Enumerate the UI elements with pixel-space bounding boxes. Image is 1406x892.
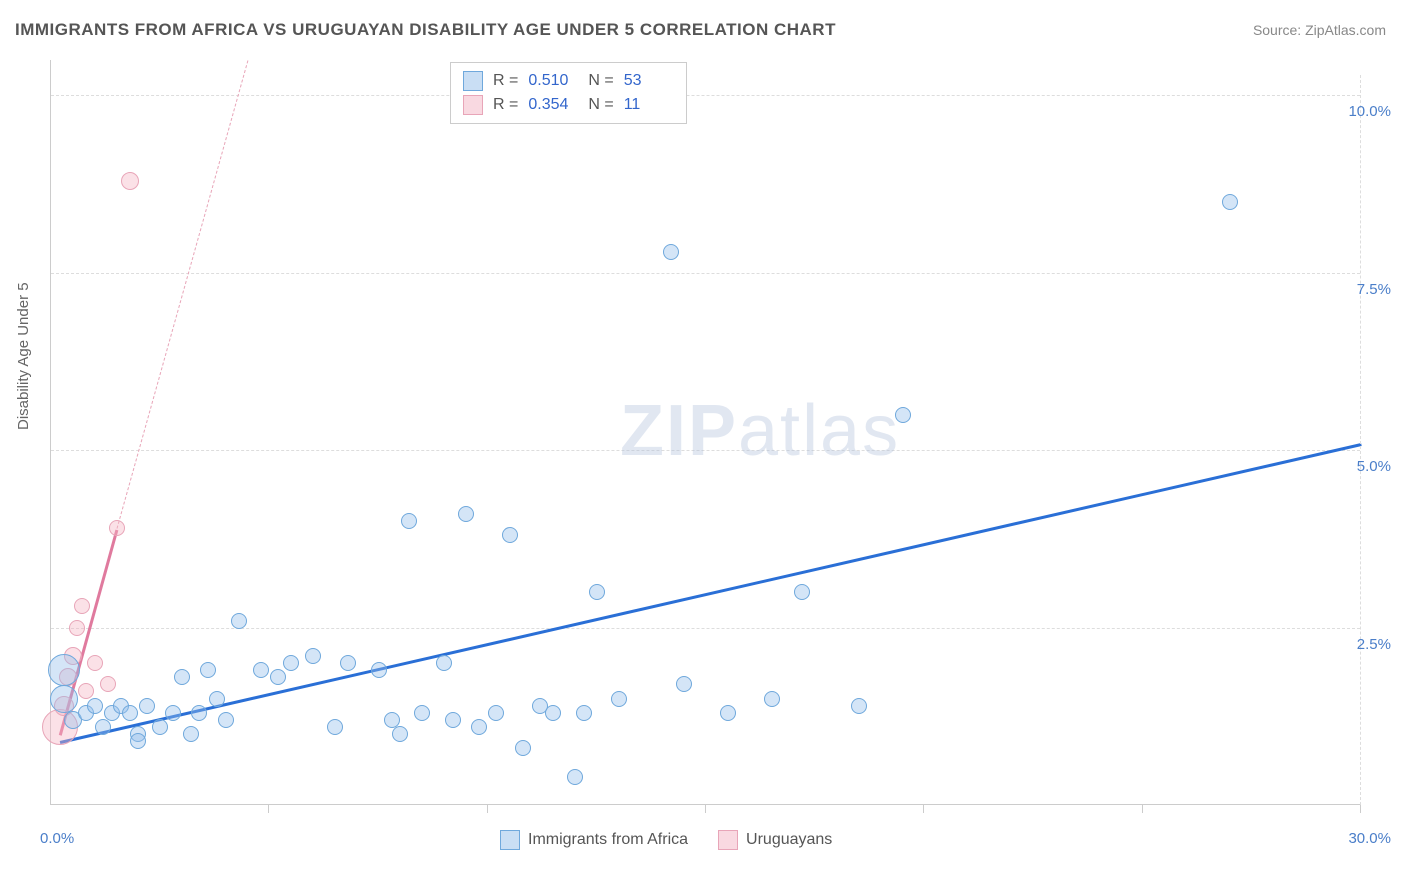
- data-point: [720, 705, 736, 721]
- stats-row: R = 0.510 N = 53: [463, 69, 674, 93]
- data-point: [401, 513, 417, 529]
- data-point: [392, 726, 408, 742]
- gridline: [51, 450, 1360, 451]
- data-point: [436, 655, 452, 671]
- data-point: [95, 719, 111, 735]
- x-tick: [1142, 805, 1143, 813]
- data-point: [87, 655, 103, 671]
- data-point: [191, 705, 207, 721]
- data-point: [78, 683, 94, 699]
- data-point: [283, 655, 299, 671]
- gridline: [51, 628, 1360, 629]
- data-point: [174, 669, 190, 685]
- right-border: [1360, 75, 1361, 805]
- r-value: 0.510: [528, 72, 578, 90]
- data-point: [327, 719, 343, 735]
- legend-label: Immigrants from Africa: [528, 831, 688, 849]
- data-point: [663, 244, 679, 260]
- trend-line: [116, 60, 248, 529]
- chart-title: IMMIGRANTS FROM AFRICA VS URUGUAYAN DISA…: [15, 20, 836, 40]
- chart-container: IMMIGRANTS FROM AFRICA VS URUGUAYAN DISA…: [0, 0, 1406, 892]
- swatch-pink-icon: [718, 830, 738, 850]
- data-point: [1222, 194, 1238, 210]
- gridline: [51, 273, 1360, 274]
- data-point: [152, 719, 168, 735]
- source-attribution: Source: ZipAtlas.com: [1253, 22, 1386, 38]
- legend-item: Uruguayans: [718, 830, 832, 850]
- swatch-blue-icon: [500, 830, 520, 850]
- data-point: [270, 669, 286, 685]
- n-value: 11: [624, 96, 674, 114]
- data-point: [218, 712, 234, 728]
- x-tick: [923, 805, 924, 813]
- data-point: [87, 698, 103, 714]
- x-tick-label-left: 0.0%: [40, 830, 74, 847]
- swatch-blue-icon: [463, 71, 483, 91]
- r-label: R =: [493, 96, 518, 114]
- data-point: [567, 769, 583, 785]
- data-point: [545, 705, 561, 721]
- trend-line: [59, 443, 1361, 743]
- data-point: [764, 691, 780, 707]
- data-point: [515, 740, 531, 756]
- data-point: [895, 407, 911, 423]
- data-point: [50, 685, 78, 713]
- n-value: 53: [624, 72, 674, 90]
- y-tick-label: 5.0%: [1357, 458, 1391, 475]
- y-tick-label: 7.5%: [1357, 281, 1391, 298]
- data-point: [488, 705, 504, 721]
- plot-area: [50, 60, 1360, 805]
- data-point: [231, 613, 247, 629]
- data-point: [253, 662, 269, 678]
- data-point: [100, 676, 116, 692]
- data-point: [122, 705, 138, 721]
- x-tick: [705, 805, 706, 813]
- data-point: [200, 662, 216, 678]
- legend-label: Uruguayans: [746, 831, 832, 849]
- data-point: [305, 648, 321, 664]
- data-point: [676, 676, 692, 692]
- r-label: R =: [493, 72, 518, 90]
- data-point: [414, 705, 430, 721]
- data-point: [130, 733, 146, 749]
- data-point: [445, 712, 461, 728]
- data-point: [139, 698, 155, 714]
- data-point: [340, 655, 356, 671]
- x-tick: [487, 805, 488, 813]
- data-point: [109, 520, 125, 536]
- r-value: 0.354: [528, 96, 578, 114]
- x-tick: [1360, 805, 1361, 813]
- data-point: [371, 662, 387, 678]
- data-point: [458, 506, 474, 522]
- data-point: [74, 598, 90, 614]
- n-label: N =: [588, 72, 613, 90]
- data-point: [576, 705, 592, 721]
- y-tick-label: 10.0%: [1348, 103, 1391, 120]
- data-point: [611, 691, 627, 707]
- data-point: [502, 527, 518, 543]
- n-label: N =: [588, 96, 613, 114]
- stats-row: R = 0.354 N = 11: [463, 93, 674, 117]
- data-point: [183, 726, 199, 742]
- data-point: [69, 620, 85, 636]
- data-point: [471, 719, 487, 735]
- data-point: [589, 584, 605, 600]
- x-tick: [268, 805, 269, 813]
- y-axis-label: Disability Age Under 5: [15, 282, 32, 430]
- source-label: Source:: [1253, 22, 1301, 38]
- source-value: ZipAtlas.com: [1305, 22, 1386, 38]
- swatch-pink-icon: [463, 95, 483, 115]
- data-point: [794, 584, 810, 600]
- legend-item: Immigrants from Africa: [500, 830, 688, 850]
- data-point: [165, 705, 181, 721]
- data-point: [851, 698, 867, 714]
- stats-box: R = 0.510 N = 53 R = 0.354 N = 11: [450, 62, 687, 124]
- bottom-legend: Immigrants from Africa Uruguayans: [500, 830, 832, 850]
- gridline: [51, 95, 1360, 96]
- data-point: [209, 691, 225, 707]
- data-point: [121, 172, 139, 190]
- y-tick-label: 2.5%: [1357, 636, 1391, 653]
- x-tick-label-right: 30.0%: [1348, 830, 1391, 847]
